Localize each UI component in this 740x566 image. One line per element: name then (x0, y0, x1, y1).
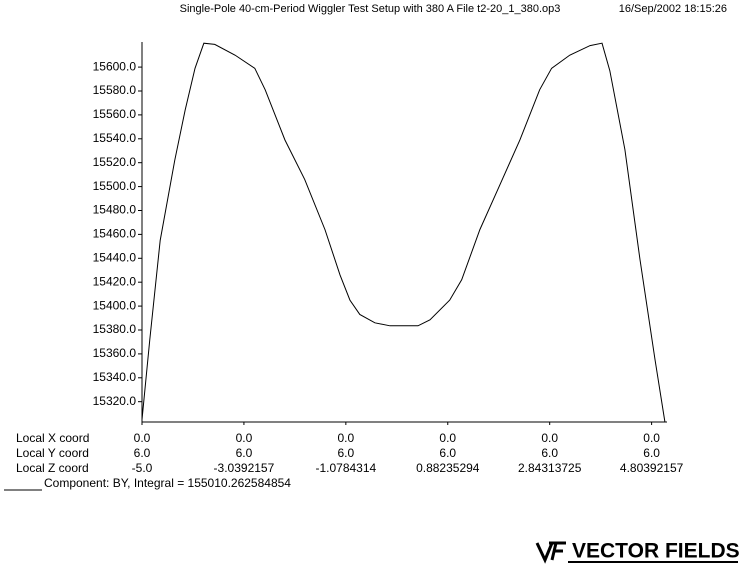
x-tick-label: 4.80392157 (620, 461, 684, 475)
y-tick-label: 15420.0 (93, 274, 137, 288)
y-coord-value: 6.0 (439, 446, 456, 460)
x-tick-label: -1.0784314 (315, 461, 376, 475)
y-tick-label: 15400.0 (93, 298, 137, 312)
y-tick-label: 15480.0 (93, 203, 137, 217)
row-label: Local Y coord (16, 446, 89, 460)
y-tick-label: 15440.0 (93, 250, 137, 264)
y-coord-value: 6.0 (541, 446, 558, 460)
chart-title: Single-Pole 40-cm-Period Wiggler Test Se… (180, 3, 561, 15)
y-tick-label: 15560.0 (93, 107, 137, 121)
y-tick-label: 15580.0 (93, 83, 137, 97)
y-tick-label: 15380.0 (93, 322, 137, 336)
x-coord-value: 0.0 (236, 431, 253, 445)
data-line (141, 42, 666, 423)
row-label: Local X coord (16, 431, 89, 445)
x-coord-value: 0.0 (643, 431, 660, 445)
timestamp: 16/Sep/2002 18:15:26 (619, 3, 727, 15)
y-tick-label: 15340.0 (93, 370, 137, 384)
x-coord-value: 0.0 (541, 431, 558, 445)
y-tick-label: 15500.0 (93, 179, 137, 193)
x-tick-label: -5.0 (132, 461, 153, 475)
x-coord-value: 0.0 (338, 431, 355, 445)
x-tick-label: 2.84313725 (518, 461, 582, 475)
y-coord-value: 6.0 (236, 446, 253, 460)
logo-mark (535, 541, 738, 564)
x-tick-label: -3.0392157 (214, 461, 275, 475)
y-coord-value: 6.0 (134, 446, 151, 460)
y-tick-label: 15600.0 (93, 59, 137, 73)
row-label: Local Z coord (16, 461, 89, 475)
legend-entry: Component: BY, Integral = 155010.2625848… (44, 476, 291, 490)
x-coord-value: 0.0 (134, 431, 151, 445)
y-tick-label: 15540.0 (93, 131, 137, 145)
x-tick-label: 0.88235294 (416, 461, 480, 475)
logo-text: VECTOR FIELDS (572, 540, 740, 563)
y-tick-label: 15360.0 (93, 346, 137, 360)
y-tick-label: 15520.0 (93, 155, 137, 169)
y-tick-label: 15320.0 (93, 394, 137, 408)
y-coord-value: 6.0 (643, 446, 660, 460)
x-coord-value: 0.0 (439, 431, 456, 445)
y-tick-label: 15460.0 (93, 227, 137, 241)
y-coord-value: 6.0 (338, 446, 355, 460)
